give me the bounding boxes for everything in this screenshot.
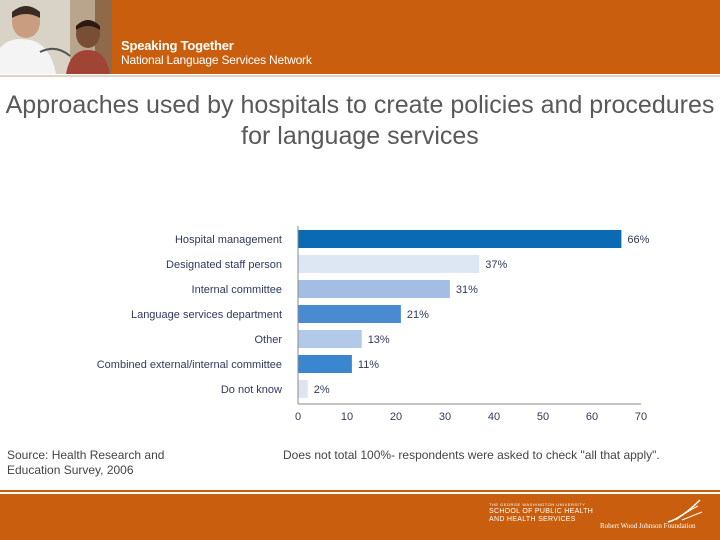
value-label-2: 31% bbox=[456, 284, 478, 296]
category-label-5: Combined external/internal committee bbox=[97, 359, 282, 371]
category-label-0: Hospital management bbox=[175, 234, 282, 246]
category-label-4: Other bbox=[254, 334, 282, 346]
value-label-4: 13% bbox=[368, 334, 390, 346]
value-label-1: 37% bbox=[485, 259, 507, 271]
value-label-6: 2% bbox=[314, 384, 330, 396]
slide-title: Approaches used by hospitals to create p… bbox=[5, 91, 715, 150]
bar-4 bbox=[298, 330, 362, 348]
x-tick-label-5: 50 bbox=[537, 411, 549, 423]
bar-6 bbox=[298, 380, 308, 398]
gw-school-line2: AND HEALTH SERVICES bbox=[489, 516, 576, 523]
total-note: Does not total 100%- respondents were as… bbox=[283, 448, 660, 462]
header-photo bbox=[0, 0, 112, 74]
x-tick-label-1: 10 bbox=[341, 411, 353, 423]
footer-banner bbox=[0, 494, 720, 540]
bar-5 bbox=[298, 355, 352, 373]
footer-divider bbox=[0, 490, 720, 492]
x-tick-label-4: 40 bbox=[488, 411, 500, 423]
header-divider bbox=[0, 75, 720, 77]
x-tick-label-6: 60 bbox=[586, 411, 598, 423]
header-banner bbox=[0, 0, 720, 74]
gw-school-logo: THE GEORGE WASHINGTON UNIVERSITY SCHOOL … bbox=[489, 502, 593, 524]
bar-2 bbox=[298, 280, 450, 298]
value-label-3: 21% bbox=[407, 309, 429, 321]
x-tick-label-7: 70 bbox=[635, 411, 647, 423]
brand-name: Speaking Together bbox=[121, 38, 234, 53]
doctor-child-photo-icon bbox=[0, 0, 112, 74]
bar-1 bbox=[298, 255, 480, 273]
rwj-leaf-icon bbox=[667, 499, 703, 523]
category-label-2: Internal committee bbox=[192, 284, 282, 296]
bar-0 bbox=[298, 230, 622, 248]
category-label-3: Language services department bbox=[131, 309, 282, 321]
x-tick-label-2: 20 bbox=[390, 411, 402, 423]
value-label-0: 66% bbox=[627, 234, 649, 246]
value-label-5: 11% bbox=[358, 359, 379, 371]
bar-3 bbox=[298, 305, 401, 323]
category-label-6: Do not know bbox=[221, 384, 282, 396]
x-tick-label-3: 30 bbox=[439, 411, 451, 423]
brand-block: Speaking Together National Language Serv… bbox=[121, 38, 312, 68]
source-note: Source: Health Research and Education Su… bbox=[7, 448, 165, 477]
rwj-foundation-name: Robert Wood Johnson Foundation bbox=[600, 522, 696, 530]
gw-university-name: THE GEORGE WASHINGTON UNIVERSITY bbox=[489, 502, 586, 507]
category-label-1: Designated staff person bbox=[166, 259, 282, 271]
brand-subtitle: National Language Services Network bbox=[121, 53, 312, 67]
gw-school-line1: SCHOOL OF PUBLIC HEALTH bbox=[489, 508, 594, 515]
x-tick-label-0: 0 bbox=[295, 411, 301, 423]
bar-chart: Hospital management 66% Designated staff p… bbox=[97, 226, 650, 423]
